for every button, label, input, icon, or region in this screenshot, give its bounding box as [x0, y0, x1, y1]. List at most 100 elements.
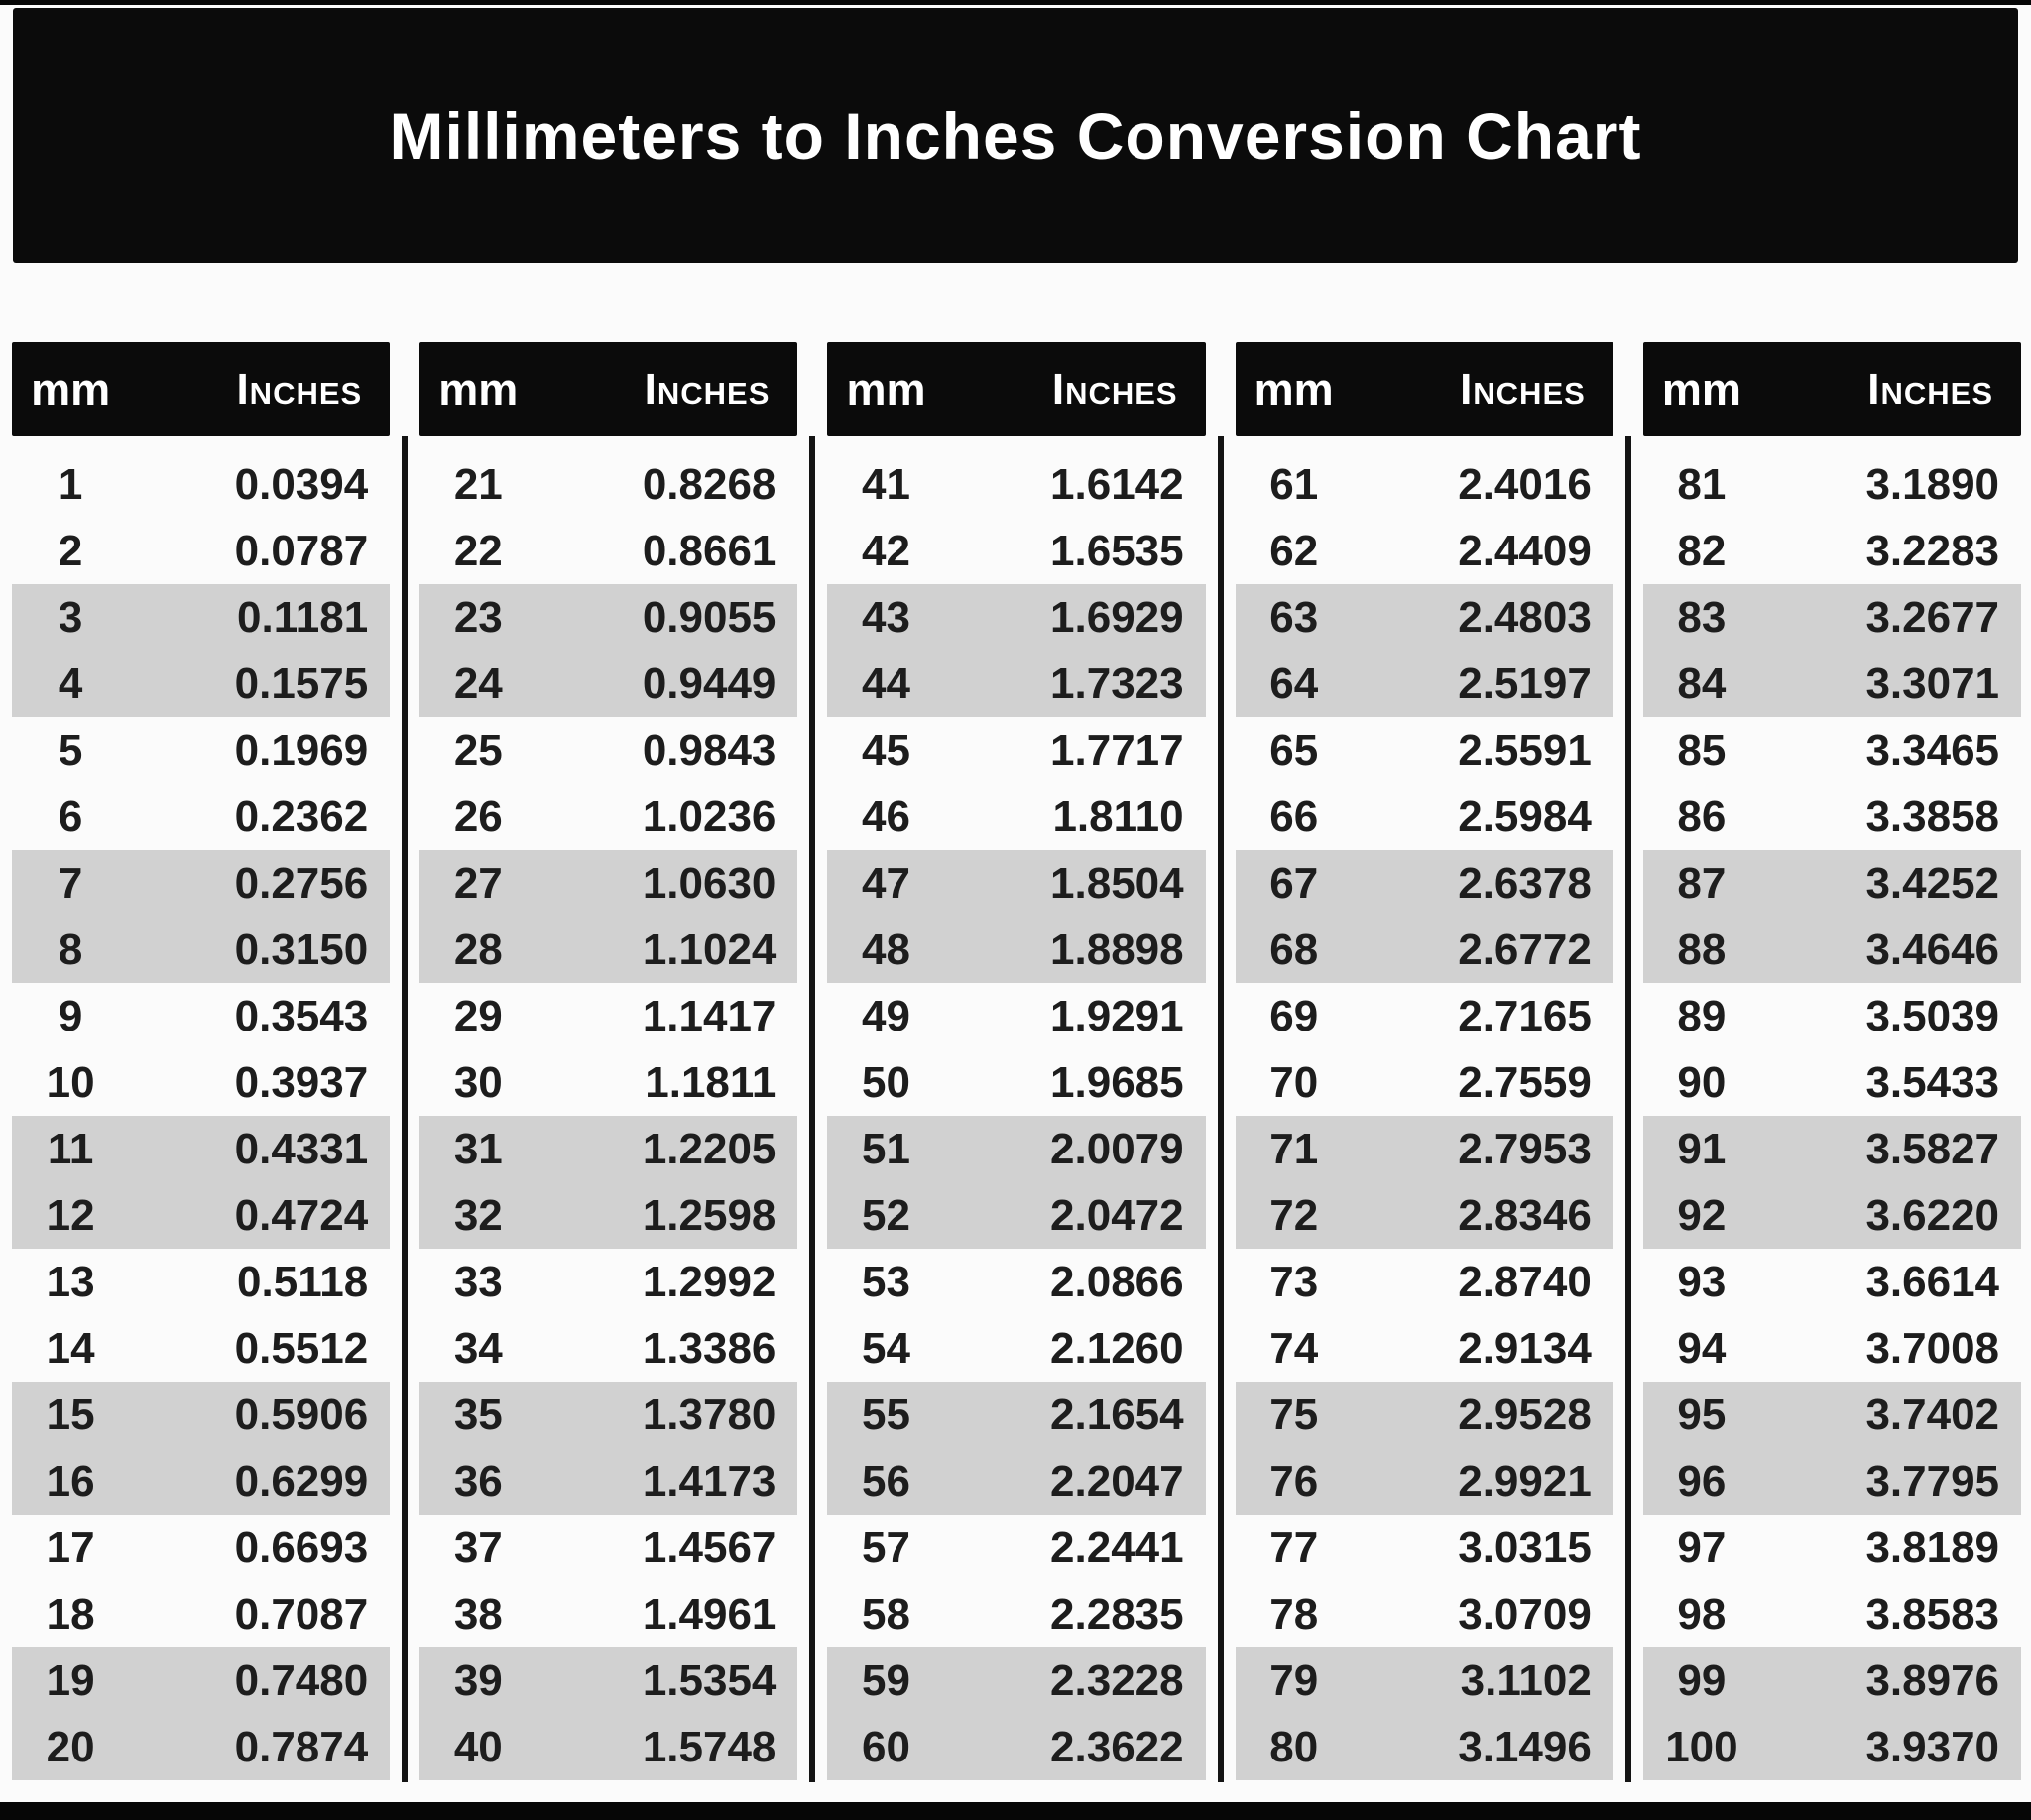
- mm-value: 47: [862, 858, 910, 908]
- table-row: 3 0.1181: [12, 584, 391, 651]
- mm-value: 17: [46, 1522, 95, 1572]
- mm-value: 72: [1269, 1190, 1319, 1240]
- table-row: 61 2.4016: [1236, 451, 1613, 518]
- inches-value: 2.2835: [1050, 1589, 1184, 1638]
- mm-value: 76: [1269, 1456, 1319, 1506]
- inches-value: 2.2441: [1050, 1522, 1184, 1572]
- mm-value: 65: [1269, 725, 1319, 775]
- column-separator: [809, 436, 816, 1782]
- inches-value: 2.0472: [1050, 1190, 1184, 1240]
- table-row: 39 1.5354: [419, 1647, 798, 1714]
- table-header: mm Inches: [1642, 342, 2022, 436]
- inches-value: 2.6378: [1458, 858, 1592, 908]
- table-row: 17 0.6693: [12, 1515, 390, 1581]
- mm-value: 46: [862, 791, 910, 841]
- inches-value: 0.9843: [642, 725, 777, 775]
- mm-value: 96: [1677, 1456, 1727, 1506]
- mm-value: 20: [46, 1722, 95, 1771]
- inches-value: 0.7087: [234, 1589, 369, 1638]
- table-row: 25 0.9843: [419, 717, 797, 784]
- mm-value: 81: [1677, 459, 1727, 509]
- table-row: 93 3.6614: [1643, 1249, 2021, 1315]
- mm-value: 42: [862, 526, 910, 575]
- mm-column-header: mm: [438, 363, 519, 415]
- inches-value: 0.7874: [234, 1722, 369, 1771]
- mm-value: 68: [1269, 924, 1319, 974]
- mm-value: 3: [58, 592, 83, 642]
- inches-value: 1.4567: [642, 1522, 777, 1572]
- table-row: 100 3.9370: [1642, 1714, 2022, 1780]
- table-row: 92 3.6220: [1642, 1182, 2022, 1249]
- table-rows: 1 0.0394 2 0.0787 3 0.1181 4 0.1575 5 0.1969 6 0.23…: [12, 451, 391, 1780]
- table-row: 28 1.1024: [419, 916, 798, 983]
- inches-value: 3.7402: [1865, 1390, 2000, 1439]
- inches-value: 3.1102: [1460, 1655, 1592, 1705]
- inches-value: 2.7559: [1458, 1057, 1592, 1107]
- mm-value: 18: [46, 1589, 95, 1638]
- mm-value: 4: [58, 659, 83, 708]
- page-title: Millimeters to Inches Conversion Chart: [389, 98, 1642, 173]
- mm-column-header: mm: [1254, 363, 1334, 415]
- table-row: 68 2.6772: [1235, 916, 1613, 983]
- table-row: 33 1.2992: [419, 1249, 797, 1315]
- mm-value: 97: [1677, 1522, 1727, 1572]
- inches-value: 0.4331: [234, 1124, 369, 1173]
- inches-value: 0.9055: [642, 592, 777, 642]
- mm-value: 48: [862, 924, 910, 974]
- mm-value: 62: [1269, 526, 1319, 575]
- column-separator: [402, 436, 409, 1782]
- mm-value: 52: [862, 1190, 910, 1240]
- mm-value: 41: [862, 459, 910, 509]
- column-separator: [1624, 436, 1631, 1782]
- inches-value: 0.2362: [234, 791, 369, 841]
- mm-value: 87: [1677, 858, 1727, 908]
- table-row: 49 1.9291: [827, 983, 1205, 1049]
- mm-value: 56: [862, 1456, 910, 1506]
- table-row: 22 0.8661: [419, 518, 797, 584]
- inches-value: 2.9134: [1458, 1323, 1592, 1373]
- inches-value: 2.9528: [1458, 1390, 1592, 1439]
- mm-value: 15: [46, 1390, 95, 1439]
- mm-value: 71: [1269, 1124, 1319, 1173]
- table-row: 91 3.5827: [1642, 1116, 2022, 1182]
- mm-value: 21: [453, 459, 503, 509]
- table-row: 98 3.8583: [1643, 1581, 2021, 1647]
- mm-value: 99: [1677, 1655, 1727, 1705]
- mm-value: 53: [862, 1257, 910, 1306]
- inches-value: 2.4016: [1458, 459, 1592, 509]
- inches-value: 3.5827: [1865, 1124, 2000, 1173]
- inches-value: 2.0079: [1050, 1124, 1184, 1173]
- inches-value: 0.8268: [642, 459, 777, 509]
- table-row: 36 1.4173: [419, 1448, 798, 1515]
- mm-value: 50: [862, 1057, 910, 1107]
- inches-value: 3.2677: [1865, 592, 2000, 642]
- inches-value: 3.4252: [1865, 858, 2000, 908]
- table-row: 40 1.5748: [419, 1714, 798, 1780]
- table-row: 80 3.1496: [1235, 1714, 1613, 1780]
- table-row: 48 1.8898: [827, 916, 1206, 983]
- inches-value: 2.2047: [1050, 1456, 1184, 1506]
- mm-value: 33: [453, 1257, 503, 1306]
- mm-value: 27: [453, 858, 503, 908]
- inches-value: 0.6299: [234, 1456, 369, 1506]
- table-row: 14 0.5512: [12, 1315, 390, 1382]
- table-row: 16 0.6299: [12, 1448, 391, 1515]
- top-edge-strip: [0, 0, 2031, 5]
- inches-value: 1.1024: [642, 924, 777, 974]
- mm-value: 11: [47, 1124, 94, 1173]
- table-row: 63 2.4803: [1235, 584, 1613, 651]
- inches-value: 2.6772: [1458, 924, 1592, 974]
- mm-value: 2: [58, 526, 83, 575]
- mm-value: 29: [453, 991, 503, 1040]
- mm-value: 84: [1677, 659, 1727, 708]
- inches-value: 2.8740: [1458, 1257, 1592, 1306]
- inches-value: 0.9449: [642, 659, 777, 708]
- inches-value: 2.8346: [1458, 1190, 1592, 1240]
- inches-value: 2.7165: [1458, 991, 1592, 1040]
- mm-value: 51: [862, 1124, 910, 1173]
- title-bar: Millimeters to Inches Conversion Chart: [13, 8, 2018, 263]
- table-row: 85 3.3465: [1643, 717, 2021, 784]
- mm-value: 31: [453, 1124, 503, 1173]
- table-row: 60 2.3622: [827, 1714, 1206, 1780]
- mm-value: 14: [46, 1323, 95, 1373]
